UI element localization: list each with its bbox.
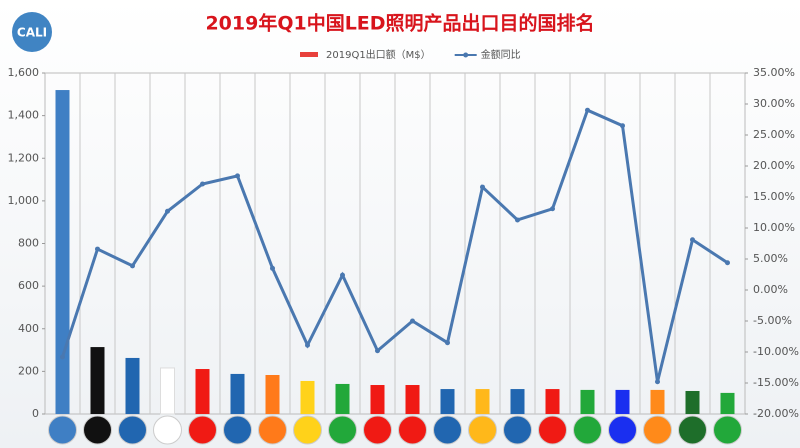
bar: [440, 389, 455, 414]
line-marker: [445, 340, 450, 346]
y2-tick-label: 35.00%: [753, 66, 795, 79]
flag: [433, 415, 462, 445]
flag: [258, 415, 287, 445]
y2-tick-label: 15.00%: [753, 190, 795, 203]
flag: [363, 415, 392, 445]
bar: [580, 389, 595, 414]
flag: [188, 415, 217, 445]
legend-label: 2019Q1出口额（M$）: [326, 48, 431, 61]
line-marker: [130, 263, 135, 269]
line-marker: [515, 217, 520, 223]
y-tick-label: 1,400: [8, 109, 40, 122]
y-tick-label: 1,200: [8, 151, 40, 164]
bar: [370, 385, 385, 414]
bar: [265, 374, 280, 414]
y-tick-label: 800: [18, 237, 39, 250]
line-marker: [655, 379, 660, 385]
y2-tick-label: -15.00%: [753, 376, 799, 389]
y-tick-label: 600: [18, 279, 39, 292]
flag: [643, 415, 672, 445]
y-tick-label: 0: [32, 407, 39, 420]
legend-label: 金额同比: [481, 48, 521, 61]
y-tick-label: 1,000: [8, 194, 40, 207]
bar: [195, 369, 210, 414]
legend-swatch: [300, 52, 318, 57]
flag: [608, 415, 637, 445]
flag: [713, 415, 742, 445]
flag: [573, 415, 602, 445]
bar: [405, 385, 420, 414]
line-marker: [480, 184, 485, 190]
logo-text: CALI: [17, 26, 47, 40]
flag: [398, 415, 427, 445]
line-marker: [235, 173, 240, 179]
y-tick-label: 200: [18, 364, 39, 377]
bar: [720, 392, 735, 414]
line-marker: [95, 246, 100, 252]
line-marker: [620, 123, 625, 129]
line-marker: [725, 260, 730, 266]
y2-tick-label: 25.00%: [753, 128, 795, 141]
bar: [90, 347, 105, 414]
flag: [538, 415, 567, 445]
line-marker: [585, 107, 590, 113]
bar: [545, 389, 560, 414]
line-marker: [410, 318, 415, 324]
flag: [468, 415, 497, 445]
bar: [650, 389, 665, 414]
y2-tick-label: 5.00%: [753, 252, 788, 265]
flag: [118, 415, 147, 445]
line-marker: [200, 181, 205, 187]
flag: [503, 415, 532, 445]
line: [61, 108, 729, 383]
bar: [615, 389, 630, 414]
line-marker: [375, 348, 380, 354]
y2-tick-label: -20.00%: [753, 407, 799, 420]
y2-tick-label: 20.00%: [753, 159, 795, 172]
bar: [685, 390, 700, 414]
bar: [160, 367, 175, 415]
bar: [510, 389, 525, 414]
bar: [335, 383, 350, 414]
flag: [328, 415, 357, 445]
bar: [300, 380, 315, 414]
line-marker: [60, 354, 65, 360]
chart-title: 2019年Q1中国LED照明产品出口目的国排名: [205, 12, 594, 35]
flag: [48, 415, 77, 445]
bar: [125, 357, 140, 414]
line-marker: [305, 342, 310, 348]
legend-swatch: [463, 52, 469, 58]
flag: [223, 415, 252, 445]
y2-tick-label: -10.00%: [753, 345, 799, 358]
line-marker: [165, 208, 170, 214]
bar: [55, 90, 70, 415]
y2-tick-label: 0.00%: [753, 283, 788, 296]
y2-tick-label: 10.00%: [753, 221, 795, 234]
y-tick-label: 1,600: [8, 66, 40, 79]
flag: [678, 415, 707, 445]
logo: [12, 12, 52, 52]
line-marker: [340, 272, 345, 278]
flag: [293, 415, 322, 445]
y-tick-label: 400: [18, 322, 39, 335]
flag: [83, 415, 112, 445]
line-marker: [270, 265, 275, 271]
line-marker: [550, 206, 555, 212]
bar: [230, 373, 245, 414]
line-marker: [690, 237, 695, 243]
y2-tick-label: -5.00%: [753, 314, 792, 327]
bar: [475, 389, 490, 414]
y2-tick-label: 30.00%: [753, 97, 795, 110]
flag: [153, 415, 182, 445]
